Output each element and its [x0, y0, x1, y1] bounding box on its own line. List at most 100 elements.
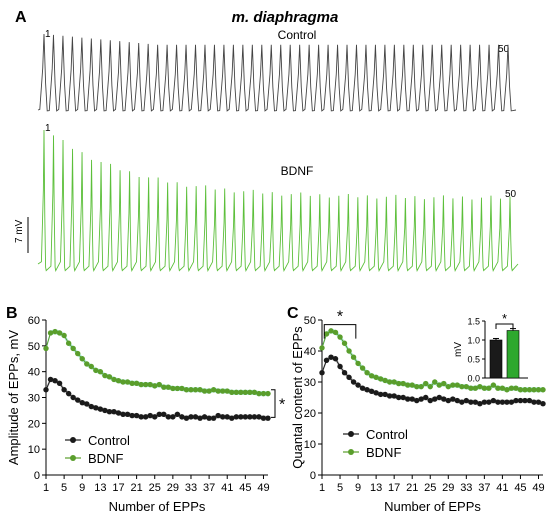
x-tick-label: 45: [514, 482, 526, 494]
data-point-bdnf: [206, 388, 212, 394]
x-tick-label: 33: [185, 482, 197, 494]
data-point-control: [61, 387, 67, 393]
x-tick-label: 1: [319, 482, 325, 494]
data-point-bdnf: [490, 382, 497, 388]
data-point-bdnf: [47, 330, 54, 336]
data-point-control: [256, 414, 262, 420]
data-point-bdnf: [377, 376, 384, 382]
data-point-control: [499, 399, 506, 405]
data-point-bdnf: [436, 382, 442, 388]
data-point-bdnf: [535, 387, 542, 393]
data-point-bdnf: [341, 340, 348, 346]
x-tick-label: 9: [79, 482, 85, 494]
data-point-bdnf: [355, 360, 361, 367]
data-point-bdnf: [454, 382, 461, 388]
data-point-control: [210, 415, 217, 421]
y-tick-label: 30: [304, 377, 316, 389]
data-point-control: [251, 414, 258, 420]
legend-label: BDNF: [366, 445, 401, 460]
data-point-bdnf: [481, 385, 488, 391]
data-point-bdnf: [201, 388, 208, 394]
data-point-bdnf: [513, 385, 519, 391]
legend-label: BDNF: [88, 451, 123, 466]
data-point-control: [179, 414, 185, 420]
trace-bdnf: [37, 129, 519, 272]
data-point-bdnf: [156, 381, 162, 388]
y-axis-label: Quantal content of EPPs: [290, 326, 305, 469]
data-point-control: [93, 405, 99, 411]
data-point-bdnf: [531, 387, 537, 393]
legend-label: Control: [88, 433, 130, 448]
data-point-bdnf: [197, 387, 203, 393]
data-point-bdnf: [142, 381, 149, 388]
x-tick-label: 21: [130, 482, 142, 494]
data-point-control: [441, 396, 447, 402]
data-point-control: [522, 397, 528, 404]
data-point-control: [328, 354, 334, 360]
data-point-control: [43, 387, 49, 393]
data-point-bdnf: [441, 380, 447, 387]
data-point-control: [265, 415, 271, 421]
data-point-bdnf: [129, 380, 135, 386]
data-point-bdnf: [251, 389, 258, 396]
data-point-bdnf: [260, 390, 267, 397]
data-point-bdnf: [391, 379, 397, 385]
data-point-control: [382, 391, 388, 398]
inset-significance-star: *: [502, 311, 507, 326]
data-point-control: [115, 410, 122, 416]
data-point-bdnf: [219, 388, 226, 394]
data-point-bdnf: [93, 367, 99, 374]
data-point-control: [432, 396, 438, 402]
data-point-control: [260, 415, 267, 421]
data-point-control: [414, 397, 420, 404]
data-point-control: [229, 415, 235, 421]
inset-y-tick-label: 0.5: [467, 355, 480, 365]
data-point-bdnf: [450, 382, 456, 388]
data-point-control: [337, 363, 343, 370]
data-point-control: [156, 411, 162, 417]
data-point-bdnf: [404, 382, 411, 388]
data-point-bdnf: [395, 380, 402, 387]
y-tick-label: 20: [28, 418, 40, 430]
x-tick-label: 13: [370, 482, 382, 494]
figure-title: m. diaphragma: [232, 9, 339, 26]
data-point-control: [201, 414, 208, 420]
data-point-bdnf: [188, 387, 194, 393]
data-point-bdnf: [111, 376, 117, 383]
significance-star: *: [279, 397, 285, 414]
y-tick-label: 10: [28, 444, 40, 456]
data-point-bdnf: [346, 348, 352, 354]
data-point-control: [65, 390, 72, 397]
data-point-control: [535, 399, 542, 405]
data-point-bdnf: [210, 387, 217, 393]
data-point-bdnf: [102, 372, 108, 379]
data-point-control: [323, 357, 330, 363]
data-point-bdnf: [418, 383, 424, 390]
data-point-control: [450, 396, 456, 402]
data-point-control: [477, 401, 483, 407]
data-point-control: [468, 399, 474, 405]
data-point-bdnf: [79, 356, 85, 362]
data-point-bdnf: [88, 363, 95, 370]
data-point-control: [138, 414, 144, 420]
data-point-control: [373, 390, 379, 396]
data-point-control: [513, 397, 519, 404]
data-point-bdnf: [319, 345, 325, 351]
trace-control-first: 1: [45, 29, 51, 40]
x-tick-label: 13: [94, 482, 106, 494]
inset-bar-bdnf: [506, 330, 520, 379]
data-point-bdnf: [238, 389, 244, 396]
data-point-control: [233, 414, 239, 420]
chart-c-inset: 0.0 0.5 1.0 1.5 mV *: [453, 311, 528, 384]
data-point-control: [70, 394, 76, 401]
data-point-bdnf: [517, 387, 524, 393]
data-point-bdnf: [133, 380, 140, 386]
data-point-control: [238, 414, 244, 420]
x-tick-label: 17: [388, 482, 400, 494]
trace-label-bdnf: BDNF: [281, 164, 314, 178]
data-point-control: [423, 394, 429, 401]
data-point-control: [355, 382, 361, 388]
data-point-control: [391, 393, 397, 399]
data-point-bdnf: [174, 385, 181, 392]
data-point-bdnf: [56, 330, 63, 336]
